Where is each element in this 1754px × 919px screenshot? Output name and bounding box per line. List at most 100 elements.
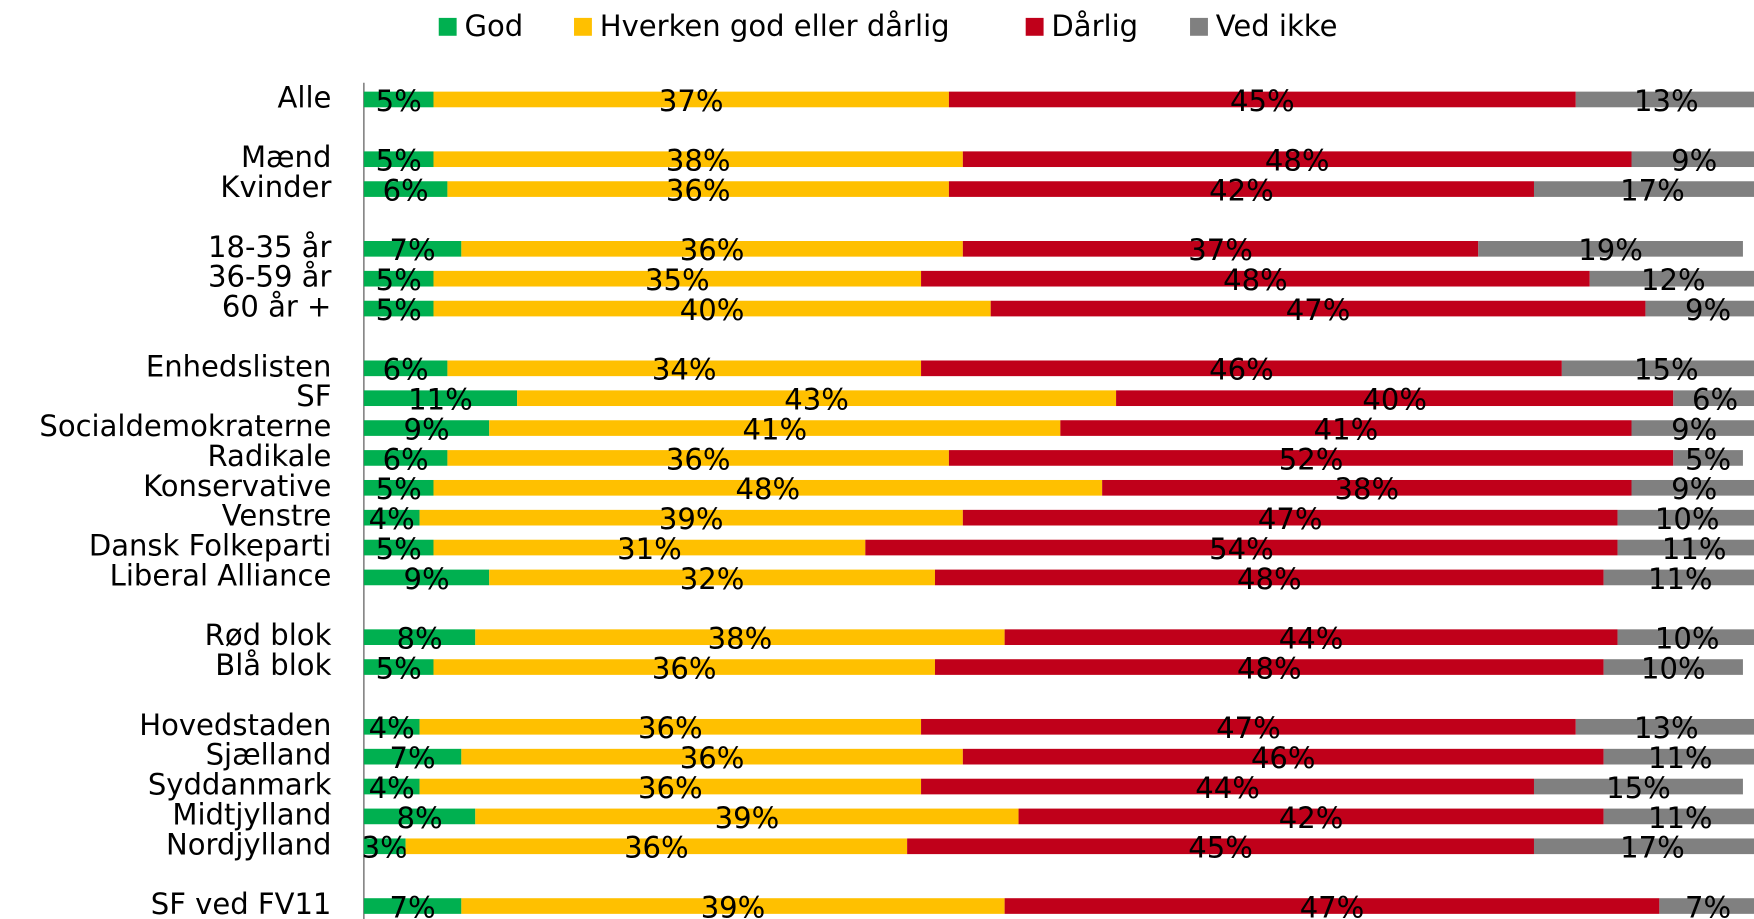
y-tick-label: Socialdemokraterne — [39, 409, 331, 443]
y-tick-label: Sjælland — [206, 738, 332, 772]
bar-segment — [461, 240, 963, 257]
bar-segment — [1060, 420, 1632, 436]
data-label: 41% — [742, 412, 807, 446]
y-tick-label: Midtjylland — [172, 797, 331, 831]
data-label: 17% — [1620, 831, 1685, 865]
bar-segment — [363, 629, 476, 645]
data-label: 52% — [1279, 442, 1344, 476]
bar-segment — [934, 659, 1604, 675]
data-label: 7% — [1685, 890, 1731, 919]
bar-segment — [962, 748, 1604, 765]
bar-segment — [447, 181, 949, 197]
bar-segment — [363, 898, 462, 914]
data-label: 31% — [617, 532, 682, 566]
bar-segment — [1478, 240, 1743, 257]
data-label: 46% — [1209, 353, 1274, 387]
bar-segment — [907, 838, 1534, 855]
data-label: 10% — [1655, 622, 1720, 656]
data-label: 11% — [1648, 741, 1713, 775]
data-label: 4% — [369, 771, 415, 805]
bar-segment — [962, 151, 1632, 168]
data-label: 9% — [1685, 293, 1731, 327]
data-label: 5% — [376, 472, 422, 506]
bar-segment — [1603, 659, 1743, 675]
data-label: 5% — [376, 263, 422, 297]
y-tick-label: SF — [296, 379, 331, 413]
data-label: 44% — [1195, 771, 1260, 805]
bar-segment — [1116, 390, 1674, 407]
bar-segment — [948, 91, 1576, 108]
data-label: 45% — [1230, 84, 1295, 118]
bar-segment — [1645, 300, 1754, 317]
data-label: 43% — [784, 383, 849, 417]
data-label: 8% — [397, 622, 443, 656]
y-tick-label: 60 år + — [222, 290, 332, 324]
data-label: 41% — [1314, 412, 1379, 446]
bar-segment — [1659, 898, 1754, 914]
bar-segment — [363, 390, 518, 407]
legend-swatch — [1025, 17, 1044, 36]
y-tick-label: 36-59 år — [208, 260, 331, 294]
bar-segment — [363, 748, 462, 765]
bar-segment — [405, 838, 908, 855]
data-label: 13% — [1634, 711, 1699, 745]
bar-segment — [363, 718, 420, 735]
bar-segment — [1673, 450, 1743, 466]
bar-segment — [475, 808, 1019, 825]
bar-segment — [489, 420, 1061, 436]
y-tick-label: Dansk Folkeparti — [89, 529, 332, 563]
bar-segment — [948, 450, 1674, 466]
legend-swatch — [574, 17, 592, 36]
bar-segment — [962, 509, 1618, 526]
legend-swatch — [438, 17, 457, 36]
data-label: 9% — [403, 562, 449, 596]
data-label: 7% — [390, 233, 436, 267]
bar-segment — [433, 270, 922, 287]
bar-segment — [921, 778, 1534, 795]
bar-segment — [1533, 181, 1754, 197]
bar-segment — [517, 390, 1117, 407]
data-label: 42% — [1209, 173, 1274, 207]
y-tick-label: Radikale — [208, 439, 332, 473]
y-tick-label: Kvinder — [220, 170, 331, 204]
bar-segment — [1575, 718, 1754, 735]
data-label: 10% — [1641, 651, 1706, 685]
y-tick-label: Hovedstaden — [139, 708, 331, 742]
y-tick-label: SF ved FV11 — [151, 887, 332, 919]
y-tick-label: Alle — [278, 80, 332, 114]
data-label: 6% — [1692, 383, 1738, 417]
data-label: 9% — [1671, 144, 1717, 178]
bar-segment — [363, 360, 448, 377]
data-label: 40% — [1362, 383, 1427, 417]
bar-segment — [1575, 91, 1754, 108]
bar-segment — [1102, 479, 1632, 496]
bar-segment — [1004, 629, 1618, 645]
data-label: 47% — [1286, 293, 1351, 327]
bar-segment — [363, 479, 434, 496]
data-label: 48% — [1237, 562, 1302, 596]
bar-segment — [1631, 420, 1754, 436]
data-label: 11% — [1648, 562, 1713, 596]
data-label: 35% — [645, 263, 710, 297]
bar-segment — [363, 569, 490, 586]
bar-segment — [1018, 808, 1604, 825]
bar-segment — [363, 181, 448, 197]
data-label: 17% — [1620, 173, 1685, 207]
data-label: 48% — [1265, 144, 1330, 178]
bar-segment — [419, 509, 963, 526]
data-label: 36% — [638, 771, 703, 805]
bar-segment — [1631, 479, 1754, 496]
bar-segment — [1603, 808, 1754, 825]
legend-label: Dårlig — [1051, 9, 1138, 43]
bar-segment — [865, 539, 1618, 556]
data-label: 45% — [1188, 831, 1253, 865]
bar-segment — [433, 659, 935, 675]
bar-segment — [962, 240, 1479, 257]
data-label: 15% — [1606, 771, 1671, 805]
bar-segment — [363, 450, 448, 466]
y-tick-label: 18-35 år — [208, 230, 331, 264]
bar-segment — [363, 808, 476, 825]
data-label: 5% — [376, 293, 422, 327]
bar-segment — [363, 270, 434, 287]
data-label: 3% — [362, 831, 408, 865]
